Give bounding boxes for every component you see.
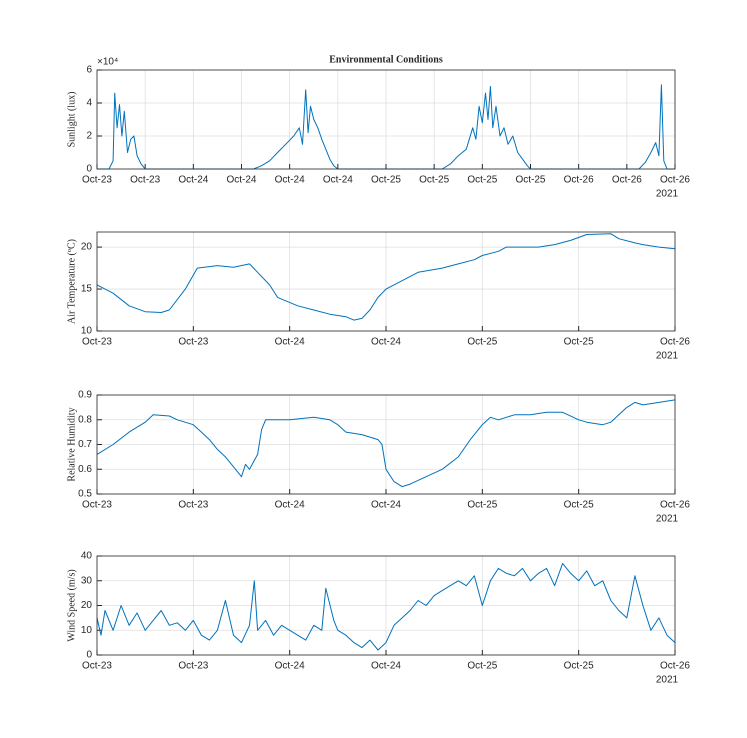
x-year-label: 2021 xyxy=(656,675,679,686)
y-tick-label: 0.5 xyxy=(78,489,92,500)
y-axis-label: Wind Speed (m/s) xyxy=(66,569,77,641)
x-year-label: 2021 xyxy=(656,351,679,362)
y-tick-label: 0.6 xyxy=(78,464,92,475)
x-tick-label: Oct-25 xyxy=(419,175,449,186)
x-tick-label: Oct-26 xyxy=(612,175,642,186)
x-tick-label: Oct-26 xyxy=(660,337,690,348)
x-tick-label: Oct-23 xyxy=(178,661,208,672)
x-tick-label: Oct-24 xyxy=(371,337,401,348)
x-tick-label: Oct-25 xyxy=(564,337,594,348)
x-tick-label: Oct-26 xyxy=(660,661,690,672)
axes-box xyxy=(96,394,676,495)
x-tick-label: Oct-23 xyxy=(178,500,208,511)
x-tick-label: Oct-25 xyxy=(371,175,401,186)
x-tick-label: Oct-23 xyxy=(82,175,112,186)
y-tick-label: 10 xyxy=(81,625,93,636)
x-tick-label: Oct-25 xyxy=(467,175,497,186)
x-tick-label: Oct-23 xyxy=(82,500,112,511)
x-tick-label: Oct-24 xyxy=(275,661,305,672)
y-tick-label: 0.9 xyxy=(78,390,92,401)
x-tick-label: Oct-24 xyxy=(275,500,305,511)
x-tick-label: Oct-24 xyxy=(178,175,208,186)
x-tick-label: Oct-23 xyxy=(178,337,208,348)
y-tick-label: 2 xyxy=(86,131,92,142)
x-tick-label: Oct-24 xyxy=(275,175,305,186)
y-tick-label: 4 xyxy=(86,98,92,109)
x-tick-label: Oct-26 xyxy=(564,175,594,186)
y-tick-label: 6 xyxy=(86,65,92,76)
x-tick-label: Oct-26 xyxy=(660,500,690,511)
data-line xyxy=(96,233,676,321)
x-tick-label: Oct-25 xyxy=(515,175,545,186)
x-tick-label: Oct-24 xyxy=(371,661,401,672)
y-axis-label: Relative Humidity xyxy=(66,407,77,481)
x-tick-label: Oct-26 xyxy=(660,175,690,186)
x-tick-label: Oct-25 xyxy=(467,500,497,511)
x-tick-label: Oct-25 xyxy=(467,661,497,672)
x-year-label: 2021 xyxy=(656,514,679,525)
data-line xyxy=(96,562,676,651)
x-tick-label: Oct-25 xyxy=(564,500,594,511)
y-tick-label: 20 xyxy=(81,600,93,611)
axes-box xyxy=(96,231,676,332)
x-tick-label: Oct-24 xyxy=(226,175,256,186)
chart-title: Environmental Conditions xyxy=(329,54,443,65)
x-tick-label: Oct-25 xyxy=(564,661,594,672)
x-year-label: 2021 xyxy=(656,189,679,200)
y-tick-label: 0 xyxy=(86,650,92,661)
y-exponent-label: ×10⁴ xyxy=(97,57,118,68)
y-tick-label: 0.8 xyxy=(78,414,92,425)
y-tick-label: 0.7 xyxy=(78,439,92,450)
y-tick-label: 10 xyxy=(81,326,93,337)
y-tick-label: 0 xyxy=(86,164,92,175)
x-tick-label: Oct-24 xyxy=(323,175,353,186)
x-tick-label: Oct-25 xyxy=(467,337,497,348)
y-axis-label: Air Temperature (ºC) xyxy=(66,239,77,324)
y-tick-label: 40 xyxy=(81,551,93,562)
x-tick-label: Oct-24 xyxy=(371,500,401,511)
axes-box xyxy=(96,555,676,656)
x-tick-label: Oct-24 xyxy=(275,337,305,348)
y-tick-label: 20 xyxy=(81,242,93,253)
y-tick-label: 15 xyxy=(81,284,93,295)
y-axis-label: Sunlight (lux) xyxy=(66,92,77,148)
data-line xyxy=(97,84,675,170)
x-tick-label: Oct-23 xyxy=(130,175,160,186)
data-line xyxy=(96,399,676,488)
y-tick-label: 30 xyxy=(81,575,93,586)
x-tick-label: Oct-23 xyxy=(82,661,112,672)
x-tick-label: Oct-23 xyxy=(82,337,112,348)
axes-box xyxy=(96,69,676,170)
